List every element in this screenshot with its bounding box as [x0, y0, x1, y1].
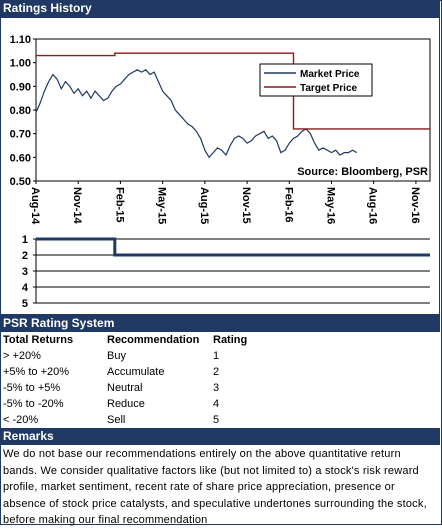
x-tick-label: May-16 — [325, 187, 337, 224]
rating-cell: 4 — [213, 398, 220, 410]
plot-area — [35, 38, 431, 182]
legend-label-market-price: Market Price — [300, 69, 360, 80]
total-returns-cell: < -20% — [3, 414, 39, 426]
rating-cell: 5 — [213, 414, 220, 426]
x-tick-label: Aug-16 — [367, 187, 379, 224]
rating-tick-label: 5 — [22, 298, 28, 310]
x-tick-label: Nov-16 — [409, 187, 421, 224]
market-price-line — [35, 69, 358, 159]
psr-rating-system-header: PSR Rating System — [0, 315, 440, 332]
y-tick-label: 0.60 — [10, 152, 31, 164]
legend-label-target-price: Target Price — [300, 83, 357, 94]
psr-rating-system-title: PSR Rating System — [3, 316, 115, 330]
target-price-line — [36, 52, 430, 130]
remarks-header: Remarks — [0, 428, 440, 445]
remarks-text: We do not base our recommendations entir… — [3, 448, 427, 526]
y-tick-label: 1.10 — [10, 34, 31, 46]
recommendation-cell: Accumulate — [107, 366, 165, 378]
rating-cell: 1 — [213, 350, 220, 362]
recommendation-cell: Neutral — [107, 382, 143, 394]
source-annotation: Source: Bloomberg, PSR — [297, 166, 428, 178]
x-tick-label: Aug-15 — [198, 187, 210, 224]
ratings-history-charts: 1.10 1.00 0.90 0.80 0.70 0.60 0.50 Aug-14 Nov-14… — [0, 17, 440, 315]
recommendation-cell: Reduce — [107, 398, 145, 410]
total-returns-cell: -5% to -20% — [3, 398, 64, 410]
rating-history-line — [36, 237, 430, 257]
total-returns-cell: +5% to +20% — [3, 366, 70, 378]
total-returns-cell: > +20% — [3, 350, 41, 362]
x-tick-label: Feb-15 — [113, 187, 125, 222]
rating-tick-label: 4 — [22, 282, 29, 294]
x-tick-label: Feb-16 — [282, 187, 294, 222]
x-tick-label: May-15 — [156, 187, 168, 224]
rating-tick-label: 1 — [22, 234, 28, 246]
x-tick-label: Aug-14 — [29, 187, 41, 225]
ratings-history-header: Ratings History — [0, 0, 440, 17]
x-tick-label: Nov-15 — [240, 187, 252, 224]
recommendation-cell: Buy — [107, 350, 126, 362]
y-tick-label: 0.90 — [10, 81, 31, 93]
rating-tick-label: 2 — [22, 250, 28, 262]
y-tick-label: 0.80 — [10, 105, 31, 117]
y-tick-label: 0.70 — [10, 129, 31, 141]
remarks-title: Remarks — [3, 429, 54, 443]
y-tick-label: 0.50 — [10, 176, 31, 188]
column-header-recommendation: Recommendation — [107, 334, 200, 346]
ratings-history-title: Ratings History — [3, 1, 92, 15]
legend-box — [259, 63, 373, 97]
rating-cell: 2 — [213, 366, 220, 378]
chart-border — [0, 17, 440, 315]
y-tick-label: 1.00 — [10, 58, 31, 70]
total-returns-cell: -5% to +5% — [3, 382, 61, 394]
recommendation-cell: Sell — [107, 414, 126, 426]
column-header-rating: Rating — [213, 334, 248, 346]
x-tick-label: Nov-14 — [71, 187, 83, 225]
rating-tick-label: 3 — [22, 266, 28, 278]
rating-cell: 3 — [213, 382, 220, 394]
column-header-total-returns: Total Returns — [3, 334, 74, 346]
